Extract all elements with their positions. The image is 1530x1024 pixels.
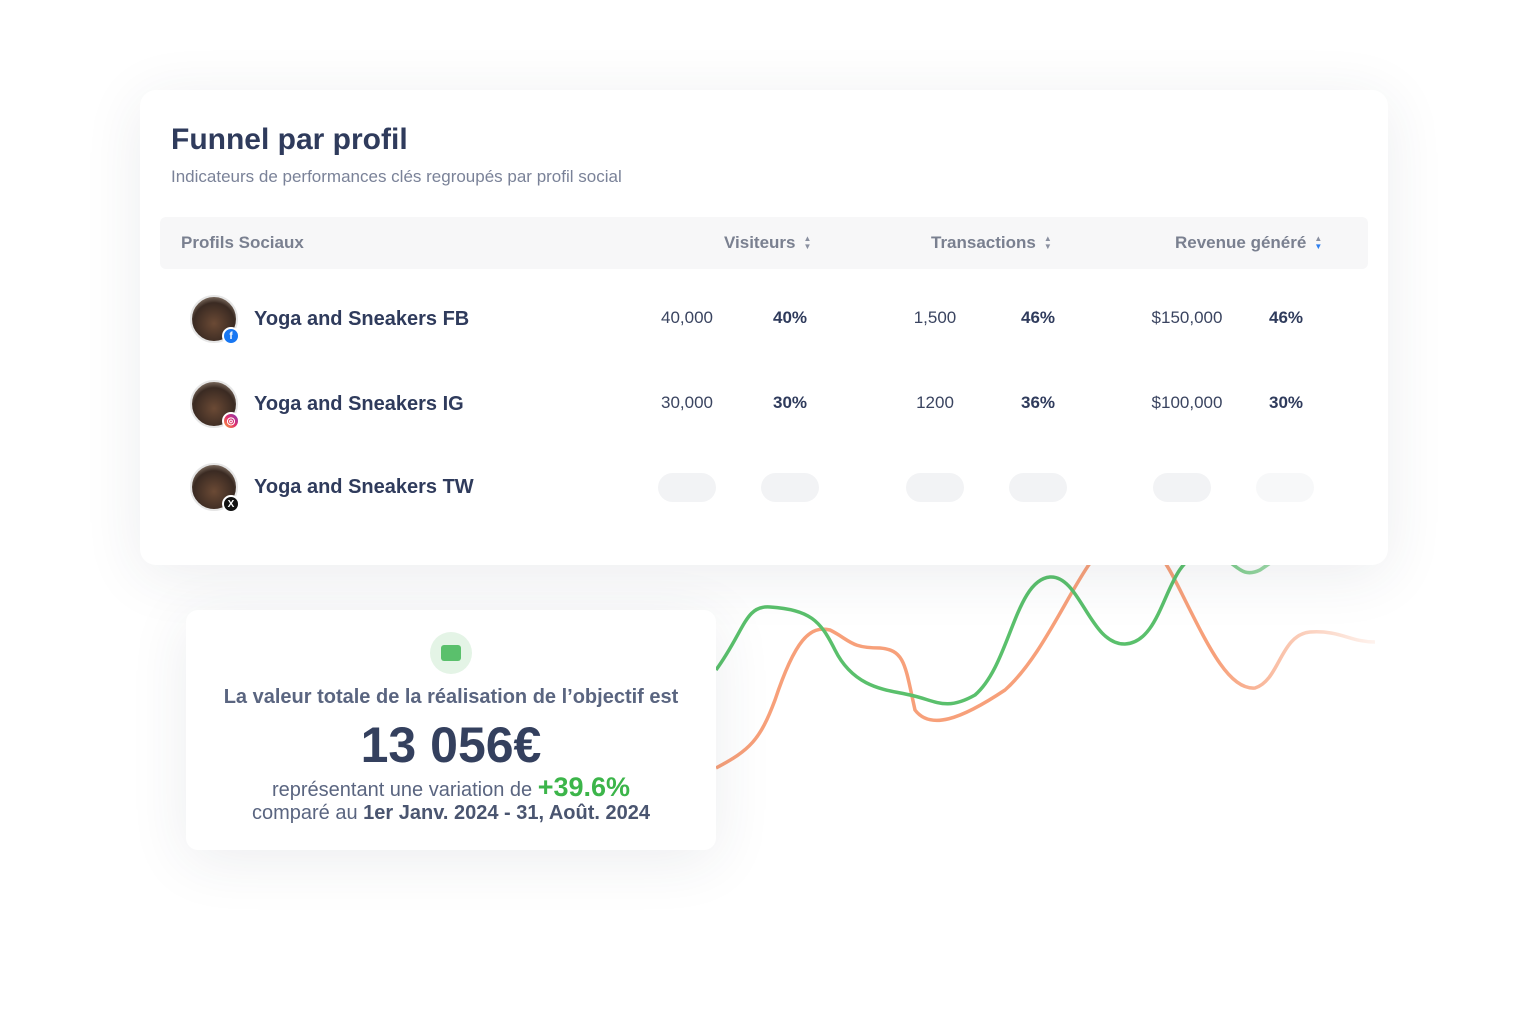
funnel-card: Funnel par profil Indicateurs de perform… xyxy=(140,90,1388,565)
table-header: Profils Sociaux Visiteurs ▲ ▼ Transactions… xyxy=(160,217,1368,269)
variation-value: +39.6% xyxy=(537,772,631,802)
profile-name: Yoga and Sneakers IG xyxy=(254,393,464,415)
table-row[interactable]: X Yoga and Sneakers TW xyxy=(190,463,1360,513)
profile-name: Yoga and Sneakers FB xyxy=(254,308,470,330)
revenue: $150,000 xyxy=(1151,308,1223,327)
transactions: 1200 xyxy=(916,393,954,412)
sort-icon[interactable]: ▲ ▼ xyxy=(803,234,812,251)
sort-icon[interactable]: ▲ ▼ xyxy=(1043,234,1052,251)
goal-summary-card: La valeur totale de la réalisation de l’… xyxy=(186,610,716,850)
wallet-icon xyxy=(430,632,472,674)
column-visiteurs[interactable]: Visiteurs ▲ ▼ xyxy=(724,233,811,253)
sort-icon[interactable]: ▲ ▼ xyxy=(1314,234,1323,251)
visitors: 30,000 xyxy=(661,393,713,412)
transactions-pct: 36% xyxy=(1020,393,1056,412)
variation-prefix: représentant une variation de xyxy=(271,779,533,801)
loading-skeleton xyxy=(658,473,716,502)
visitors: 40,000 xyxy=(661,308,713,327)
transactions: 1,500 xyxy=(913,308,957,327)
x-icon: X xyxy=(222,495,240,513)
loading-skeleton xyxy=(761,473,819,502)
loading-skeleton xyxy=(1009,473,1067,502)
revenue-pct: 46% xyxy=(1268,308,1304,327)
loading-skeleton xyxy=(1153,473,1211,502)
goal-comparison: comparé au 1er Janv. 2024 - 31, Août. 20… xyxy=(186,802,716,825)
table-row[interactable]: ◎ Yoga and Sneakers IG 30,000 30% 1200 3… xyxy=(190,380,1360,430)
loading-skeleton xyxy=(906,473,964,502)
visitors-pct: 30% xyxy=(772,393,808,412)
loading-skeleton xyxy=(1256,473,1314,502)
transactions-pct: 46% xyxy=(1020,308,1056,327)
compare-range: 1er Janv. 2024 - 31, Août. 2024 xyxy=(363,802,650,824)
column-transactions[interactable]: Transactions ▲ ▼ xyxy=(931,233,1052,253)
column-label: Visiteurs xyxy=(724,233,796,252)
compare-prefix: comparé au xyxy=(251,802,358,824)
column-revenue[interactable]: Revenue généré ▲ ▼ xyxy=(1175,233,1322,253)
visitors-pct: 40% xyxy=(772,308,808,327)
goal-label: La valeur totale de la réalisation de l’… xyxy=(223,686,679,708)
revenue: $100,000 xyxy=(1151,393,1223,412)
profile-name: Yoga and Sneakers TW xyxy=(254,476,474,498)
column-label: Revenue généré xyxy=(1175,233,1307,252)
column-label: Profils Sociaux xyxy=(181,233,304,252)
instagram-icon: ◎ xyxy=(222,412,240,430)
goal-value: 13 056€ xyxy=(360,717,542,773)
table-row[interactable]: f Yoga and Sneakers FB 40,000 40% 1,500 … xyxy=(190,295,1360,345)
goal-variation: représentant une variation de +39.6% xyxy=(186,772,716,803)
page-title: Funnel par profil xyxy=(171,123,408,156)
avatar xyxy=(190,295,238,343)
column-label: Transactions xyxy=(931,233,1036,252)
page-subtitle: Indicateurs de performances clés regroup… xyxy=(171,167,622,186)
facebook-icon: f xyxy=(222,327,240,345)
revenue-pct: 30% xyxy=(1268,393,1304,412)
column-profils: Profils Sociaux xyxy=(181,233,304,253)
orange-line xyxy=(715,535,1376,770)
